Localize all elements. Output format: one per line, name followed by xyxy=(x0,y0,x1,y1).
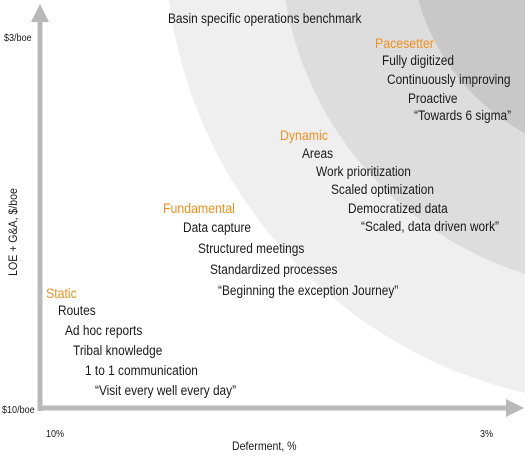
dynamic-item-democratized-data: Democratized data xyxy=(348,201,448,216)
stage-label-dynamic: Dynamic xyxy=(280,127,328,143)
dynamic-item-work-prioritization: Work prioritization xyxy=(316,164,411,179)
y-axis-arrowhead xyxy=(31,4,49,22)
static-item-communication: 1 to 1 communication xyxy=(85,363,198,378)
pacesetter-item-quote: “Towards 6 sigma” xyxy=(414,108,512,123)
pacesetter-item-continuously-improving: Continuously improving xyxy=(387,72,511,87)
static-item-quote: “Visit every well every day” xyxy=(95,383,237,398)
stage-label-fundamental: Fundamental xyxy=(163,200,235,216)
static-item-routes: Routes xyxy=(58,303,96,318)
fundamental-item-structured-meetings: Structured meetings xyxy=(198,241,305,256)
stage-label-static: Static xyxy=(46,285,77,301)
fundamental-item-quote: “Beginning the exception Journey” xyxy=(218,283,399,298)
fundamental-item-data-capture: Data capture xyxy=(183,220,252,235)
pacesetter-item-proactive: Proactive xyxy=(408,91,458,106)
band-pacesetter xyxy=(418,0,525,134)
pacesetter-item-fully-digitized: Fully digitized xyxy=(382,53,454,68)
dynamic-item-scaled-optimization: Scaled optimization xyxy=(331,182,435,197)
x-axis-arrowhead xyxy=(506,399,524,417)
stage-label-pacesetter: Pacesetter xyxy=(375,35,434,51)
x-axis-right-label: 3% xyxy=(480,428,494,440)
static-item-ad-hoc-reports: Ad hoc reports xyxy=(65,323,143,338)
y-axis-bottom-label: $10/boe xyxy=(2,404,35,416)
y-axis-top-label: $3/boe xyxy=(4,32,32,44)
y-axis-title: LOE + G&A, $/boe xyxy=(6,188,20,276)
dynamic-item-areas: Areas xyxy=(302,146,334,161)
static-item-tribal-knowledge: Tribal knowledge xyxy=(73,343,163,358)
diagram-title: Basin specific operations benchmark xyxy=(168,11,362,26)
x-axis-title: Deferment, % xyxy=(232,439,297,453)
fundamental-item-standardized-processes: Standardized processes xyxy=(210,262,338,277)
dynamic-item-quote: “Scaled, data driven work” xyxy=(361,219,500,234)
x-axis-left-label: 10% xyxy=(46,428,65,440)
